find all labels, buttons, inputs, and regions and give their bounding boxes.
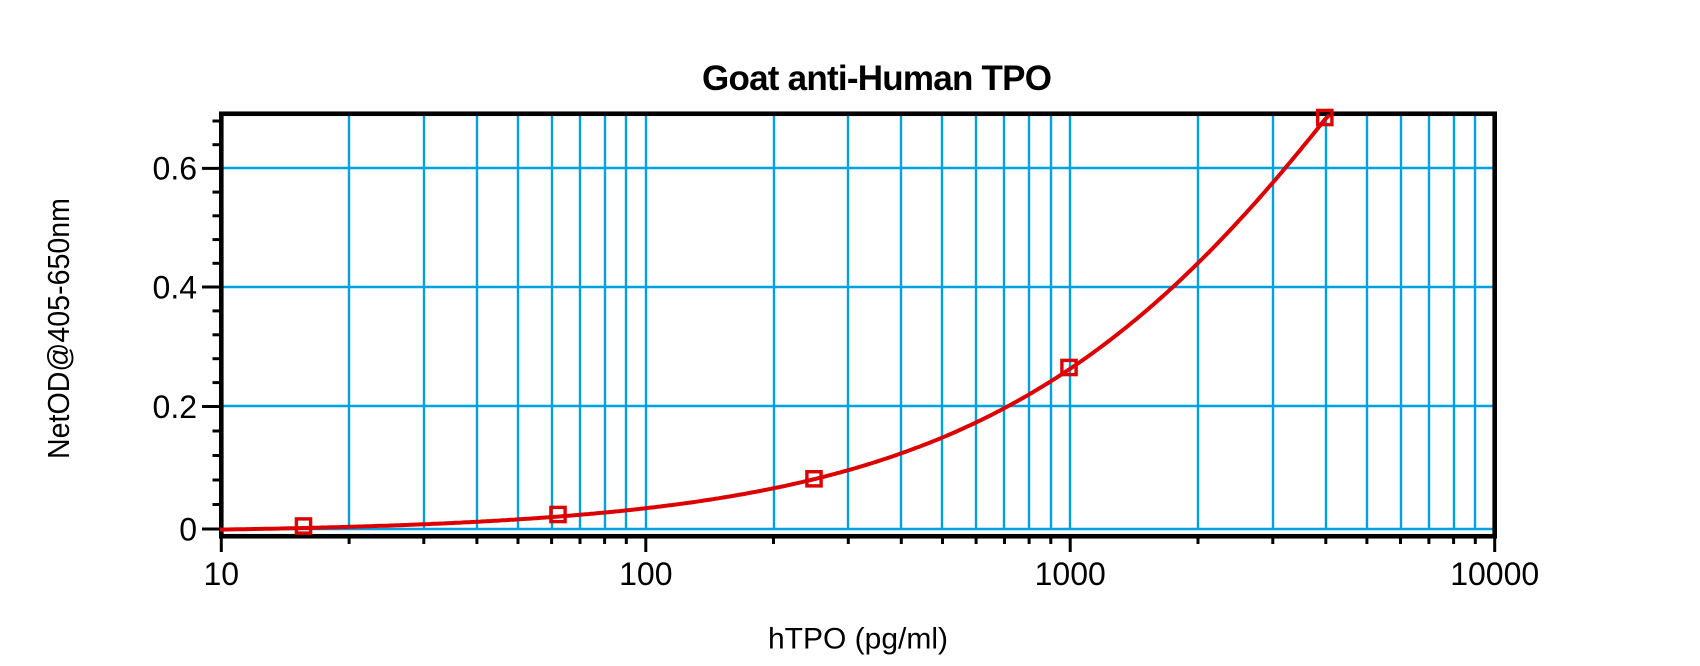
- svg-text:0.2: 0.2: [153, 389, 197, 425]
- svg-text:0: 0: [179, 511, 197, 547]
- svg-text:Goat anti-Human TPO: Goat anti-Human TPO: [702, 59, 1052, 98]
- svg-text:100: 100: [619, 556, 672, 592]
- svg-text:0.6: 0.6: [153, 151, 197, 187]
- svg-text:10000: 10000: [1450, 556, 1539, 592]
- svg-text:NetOD@405-650nm: NetOD@405-650nm: [41, 198, 76, 459]
- svg-text:1000: 1000: [1035, 556, 1106, 592]
- svg-text:hTPO (pg/ml): hTPO (pg/ml): [768, 623, 948, 656]
- svg-text:10: 10: [204, 556, 240, 592]
- svg-text:0.4: 0.4: [153, 269, 197, 305]
